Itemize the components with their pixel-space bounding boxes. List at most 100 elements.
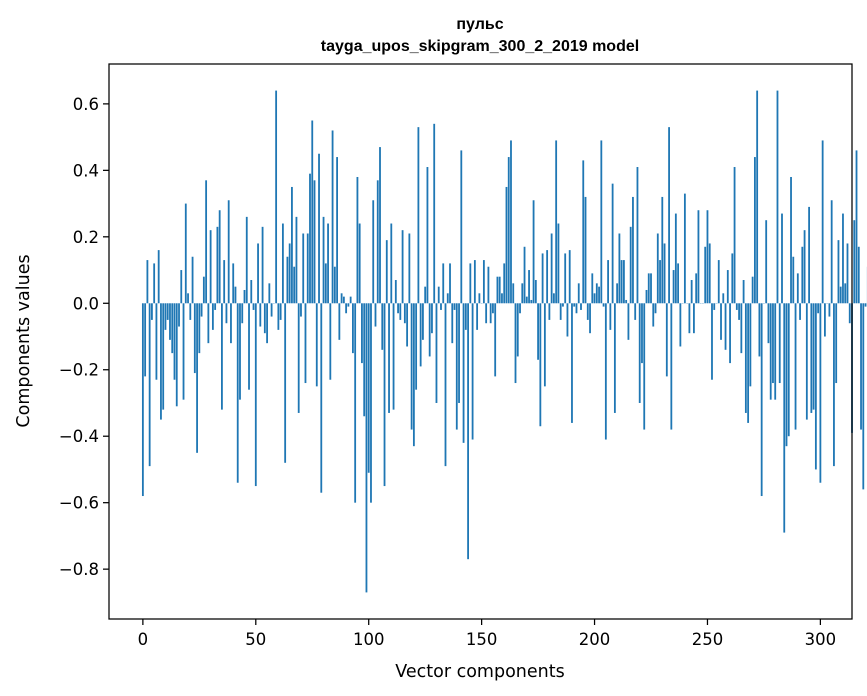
bar xyxy=(435,303,438,403)
bar xyxy=(853,220,856,304)
x-tick-label: 50 xyxy=(245,630,266,649)
bar xyxy=(620,260,623,304)
bar xyxy=(641,303,643,364)
bar xyxy=(733,167,736,304)
bar xyxy=(665,303,668,377)
bar xyxy=(225,303,228,324)
bar xyxy=(510,140,512,304)
bar xyxy=(552,293,555,304)
bar xyxy=(239,303,241,400)
bar xyxy=(781,213,783,304)
bar xyxy=(415,303,418,390)
bar xyxy=(758,303,761,357)
bar xyxy=(286,256,289,304)
bar xyxy=(252,303,255,310)
bar xyxy=(232,263,235,304)
bar xyxy=(769,303,772,400)
bar xyxy=(300,303,302,317)
bar xyxy=(627,303,630,340)
bar xyxy=(444,303,447,467)
bar xyxy=(182,303,185,400)
bar xyxy=(541,253,544,304)
bar xyxy=(261,226,264,304)
x-axis-ticks: 0 50 100 150 200 250 300 xyxy=(138,619,836,649)
bar xyxy=(688,303,691,334)
bar xyxy=(559,303,562,320)
bar xyxy=(189,303,192,320)
bar xyxy=(534,280,537,304)
bar xyxy=(266,303,268,344)
bar xyxy=(582,160,585,304)
bar xyxy=(361,303,363,364)
bar xyxy=(180,270,183,304)
bar xyxy=(790,176,792,304)
bar xyxy=(365,303,368,593)
bar xyxy=(338,303,341,340)
bar xyxy=(309,173,311,304)
y-tick-label: −0.6 xyxy=(59,494,99,513)
bar xyxy=(437,286,440,304)
bar xyxy=(668,127,670,304)
bar xyxy=(412,303,415,447)
bar xyxy=(656,233,659,304)
bar xyxy=(713,303,716,310)
bar xyxy=(740,303,743,354)
bar xyxy=(808,206,810,304)
bar xyxy=(496,276,499,304)
bar xyxy=(647,273,650,304)
bar xyxy=(324,263,327,304)
bar xyxy=(141,303,144,497)
y-tick-label: 0.6 xyxy=(73,95,99,114)
bar xyxy=(810,303,813,413)
bar xyxy=(600,140,603,304)
bar xyxy=(537,303,539,360)
bar xyxy=(320,303,323,493)
bar xyxy=(221,303,223,410)
y-tick-label: 0.0 xyxy=(73,294,99,313)
bar xyxy=(645,289,648,304)
bar xyxy=(778,303,781,384)
bar xyxy=(846,243,849,304)
bar xyxy=(487,266,490,304)
bar xyxy=(202,276,205,304)
bar xyxy=(584,196,587,304)
bar xyxy=(383,303,386,487)
bar xyxy=(573,303,576,307)
bar xyxy=(381,303,384,350)
bar xyxy=(830,200,833,304)
bar xyxy=(315,303,318,387)
bar xyxy=(406,303,409,347)
bar xyxy=(613,303,616,413)
bar xyxy=(464,303,467,330)
bar xyxy=(857,246,860,304)
bar xyxy=(679,303,682,347)
bar xyxy=(618,233,621,304)
bar xyxy=(363,303,366,417)
bar xyxy=(735,303,738,310)
bar xyxy=(336,157,338,304)
bar xyxy=(478,293,481,304)
bar xyxy=(503,263,506,304)
bar xyxy=(505,186,508,304)
bar xyxy=(801,246,804,304)
bar xyxy=(446,293,449,304)
bar xyxy=(598,286,600,304)
bar xyxy=(577,283,580,304)
bar xyxy=(306,233,309,304)
bar xyxy=(433,123,436,304)
bar xyxy=(796,273,799,304)
bar xyxy=(661,196,664,304)
bar xyxy=(304,303,307,384)
bar xyxy=(842,213,844,304)
bar xyxy=(451,303,454,344)
x-tick-label: 100 xyxy=(353,630,385,649)
bar xyxy=(205,180,208,304)
bar xyxy=(376,180,379,304)
bar xyxy=(187,293,189,304)
bar xyxy=(731,253,734,304)
bar xyxy=(783,303,786,533)
bar xyxy=(469,263,472,304)
bar xyxy=(566,303,569,337)
